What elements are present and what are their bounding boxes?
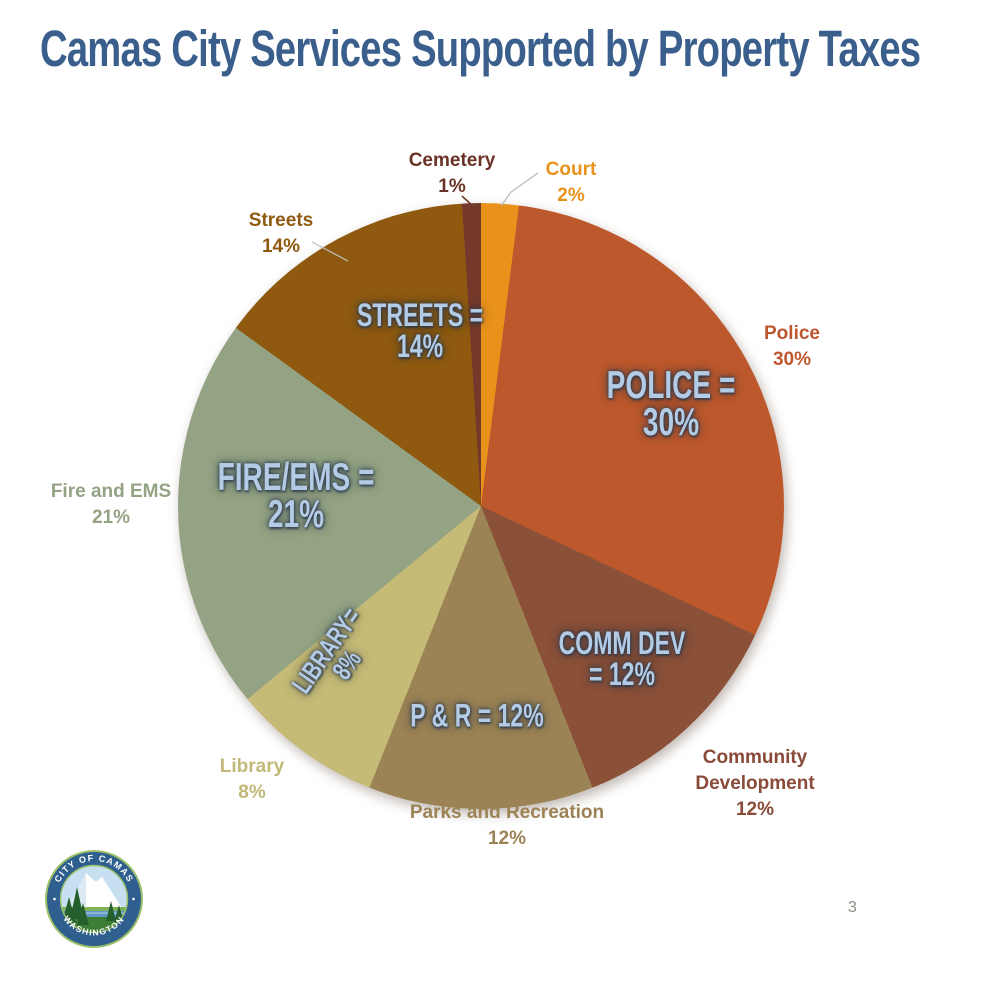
outer-label-cemetery: Cemetery 1% bbox=[409, 148, 496, 200]
fire-ems-label-pct: 21% bbox=[91, 507, 131, 528]
streets-slice-label-line2: 14% bbox=[396, 328, 444, 364]
streets-label-name: Streets bbox=[248, 210, 314, 231]
police-slice-label-line1: POLICE = bbox=[606, 364, 736, 407]
slice-label-parks: P & R = 12% bbox=[410, 697, 544, 734]
outer-label-fire-ems: Fire and EMS 21% bbox=[51, 479, 171, 531]
court-leader-line bbox=[500, 172, 539, 207]
commdev-label-line2: Development bbox=[695, 773, 815, 794]
cemetery-label-pct: 1% bbox=[438, 176, 466, 197]
outer-label-court: Court 2% bbox=[546, 157, 597, 209]
commdev-label-pct: 12% bbox=[735, 799, 775, 820]
logo-dot-right bbox=[132, 897, 135, 901]
fire-ems-label-name: Fire and EMS bbox=[50, 481, 172, 502]
slice-label-fire-ems: FIRE/EMS = 21% bbox=[217, 456, 375, 536]
slice-label-streets: STREETS = 14% bbox=[356, 297, 484, 364]
logo-scene bbox=[61, 866, 127, 932]
police-label-name: Police bbox=[764, 323, 820, 344]
court-label-pct: 2% bbox=[557, 185, 585, 206]
outer-label-parks: Parks and Recreation 12% bbox=[410, 800, 604, 852]
police-label-pct: 30% bbox=[772, 349, 812, 370]
streets-slice-label-line1: STREETS = bbox=[356, 297, 484, 333]
page-title: Camas City Services Supported by Propert… bbox=[40, 20, 1000, 78]
commdev-slice-label-line2: = 12% bbox=[589, 656, 655, 692]
outer-label-streets: Streets 14% bbox=[249, 208, 313, 260]
police-slice-label-line2: 30% bbox=[642, 401, 700, 444]
slice-label-comm-dev: COMM DEV = 12% bbox=[558, 625, 686, 692]
parks-label-pct: 12% bbox=[487, 828, 527, 849]
logo-dot-left bbox=[53, 897, 56, 901]
page-number: 3 bbox=[848, 899, 857, 916]
fire-slice-label-line2: 21% bbox=[267, 493, 325, 536]
outer-label-library: Library 8% bbox=[220, 754, 284, 806]
outer-label-police: Police 30% bbox=[764, 321, 820, 373]
commdev-slice-label-line1: COMM DEV bbox=[558, 625, 686, 661]
cemetery-label-name: Cemetery bbox=[408, 150, 496, 171]
slice-label-police: POLICE = 30% bbox=[606, 364, 736, 444]
library-label-name: Library bbox=[219, 756, 285, 777]
commdev-label-line1: Community bbox=[702, 747, 808, 768]
streets-label-pct: 14% bbox=[261, 236, 301, 257]
parks-label-name: Parks and Recreation bbox=[409, 802, 605, 823]
city-of-camas-logo: CITY OF CAMAS WASHINGTON bbox=[45, 850, 143, 948]
outer-label-community-development: Community Development 12% bbox=[695, 745, 814, 823]
parks-slice-label-line1: P & R = 12% bbox=[410, 697, 544, 734]
court-label-name: Court bbox=[545, 159, 597, 180]
library-label-pct: 8% bbox=[238, 782, 266, 803]
pie-chart bbox=[178, 203, 784, 809]
fire-slice-label-line1: FIRE/EMS = bbox=[217, 456, 375, 499]
logo-inner-ring bbox=[59, 864, 129, 934]
page-title-text: Camas City Services Supported by Propert… bbox=[40, 21, 921, 78]
